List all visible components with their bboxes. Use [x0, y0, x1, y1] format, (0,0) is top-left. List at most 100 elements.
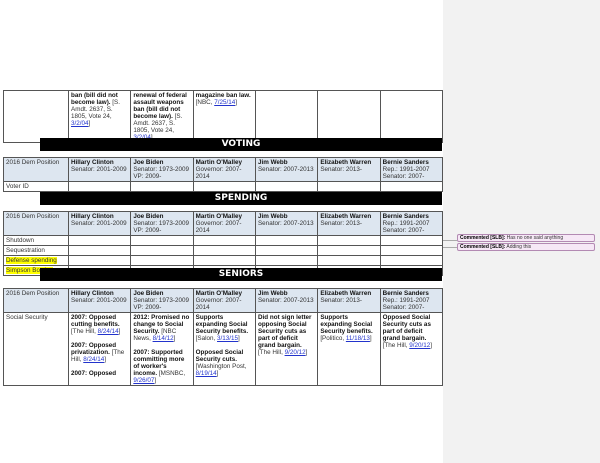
cell: [317, 90, 381, 143]
cell: Supports expanding Social Security benef…: [192, 312, 256, 386]
position-header: 2016 Dem Position: [3, 288, 69, 313]
entry: 2007: Opposed privatization. [The Hill, …: [71, 342, 125, 363]
seniors-table: 2016 Dem Position Hillary Clinton Senator:…: [3, 288, 444, 386]
cell: [130, 181, 194, 192]
spending-table: 2016 Dem Position Hillary Clinton Senator:…: [3, 211, 444, 276]
cell: [317, 255, 381, 266]
row-label: Shutdown: [3, 235, 69, 246]
candidate-header: Martin O'Malley Governor: 2007-2014: [192, 157, 256, 182]
cell: 2007: Opposed cutting benefits. [The Hil…: [67, 312, 132, 386]
cell: [254, 90, 319, 143]
cell: [379, 255, 444, 266]
section-seniors-heading: SENIORS: [40, 268, 442, 281]
entry: Opposed Social Security cuts. [Washingto…: [195, 349, 247, 377]
cell: [317, 181, 381, 192]
comment-1[interactable]: Commented [SLB]: Has no one said anythin…: [457, 234, 595, 242]
voting-table: 2016 Dem Position Hillary Clinton Senator:…: [3, 157, 444, 192]
row-label: Sequestration: [3, 245, 69, 256]
cell: Supports expanding Social Security benef…: [317, 312, 381, 386]
cell: [67, 255, 132, 266]
cell: [379, 235, 444, 246]
cell: [130, 245, 194, 256]
candidate-header: Elizabeth Warren Senator: 2013-: [317, 288, 381, 313]
candidate-header: Hillary Clinton Senator: 2001-2009: [67, 157, 132, 182]
candidate-header: Martin O'Malley Governor: 2007-2014: [192, 288, 256, 313]
candidate-header: Bernie Sanders Rep.: 1991-2007 Senator: 20…: [379, 288, 444, 313]
source-link[interactable]: 11/18/13: [345, 335, 370, 342]
candidate-header: Bernie Sanders Rep.: 1991-2007 Senator: 20…: [379, 211, 444, 236]
cell: Opposed Social Security cuts as part of …: [379, 312, 444, 386]
entry: ban (bill did not become law). [S. Amdt.…: [71, 92, 120, 127]
candidate-header: Martin O'Malley Governor: 2007-2014: [192, 211, 256, 236]
comment-connector: [443, 240, 457, 241]
candidate-header: Bernie Sanders Rep.: 1991-2007 Senator: 20…: [379, 157, 444, 182]
cell: [317, 235, 381, 246]
source-link[interactable]: 8/24/14: [83, 356, 105, 363]
cell: renewal of federal assault weapons ban (…: [130, 90, 194, 143]
position-header: 2016 Dem Position: [3, 157, 69, 182]
cell: [67, 235, 132, 246]
candidate-header: Jim Webb Senator: 2007-2013: [254, 288, 319, 313]
cell: [254, 235, 319, 246]
candidate-header: Joe Biden Senator: 1973-2009 VP: 2009-: [130, 211, 194, 236]
cell: [67, 245, 132, 256]
source-link[interactable]: 8/24/14: [97, 328, 119, 335]
comments-pane: [443, 0, 600, 463]
candidate-header: Hillary Clinton Senator: 2001-2009: [67, 288, 132, 313]
entry: Opposed Social Security cuts as part of …: [382, 314, 432, 349]
table-row: Defense spending: [3, 255, 444, 266]
candidate-header: Elizabeth Warren Senator: 2013-: [317, 157, 381, 182]
row-label: Defense spending: [3, 255, 69, 266]
source-link[interactable]: 3/2/04: [71, 120, 89, 127]
candidate-header: Hillary Clinton Senator: 2001-2009: [67, 211, 132, 236]
position-header: 2016 Dem Position: [3, 211, 69, 236]
entry: Supports expanding Social Security benef…: [195, 314, 249, 342]
comment-connector: [443, 247, 457, 248]
cell: [317, 245, 381, 256]
source-link[interactable]: 8/14/12: [152, 335, 174, 342]
cell: [254, 255, 319, 266]
header-row: 2016 Dem Position Hillary Clinton Senator:…: [3, 211, 444, 236]
section-spending-heading: SPENDING: [40, 192, 442, 205]
cell: ban (bill did not become law). [S. Amdt.…: [67, 90, 132, 143]
table-row: Voter ID: [3, 181, 444, 192]
source-link[interactable]: 9/20/12: [284, 349, 306, 356]
cell: [67, 181, 132, 192]
cell: [192, 235, 256, 246]
comment-2[interactable]: Commented [SLB]: Adding this: [457, 243, 595, 251]
entry: 2007: Opposed: [71, 370, 117, 377]
cell: [379, 245, 444, 256]
candidate-header: Joe Biden Senator: 1973-2009 VP: 2009-: [130, 157, 194, 182]
header-row: 2016 Dem Position Hillary Clinton Senator:…: [3, 157, 444, 182]
table-row: Shutdown: [3, 235, 444, 246]
cell: [192, 245, 256, 256]
entry: Did not sign letter opposing Social Secu…: [257, 314, 312, 356]
header-row: 2016 Dem Position Hillary Clinton Senator:…: [3, 288, 444, 313]
entry: magazine ban law. [NBC, 7/25/14]: [195, 92, 251, 106]
candidate-header: Elizabeth Warren Senator: 2013-: [317, 211, 381, 236]
source-link[interactable]: 9/20/12: [409, 342, 431, 349]
source-link[interactable]: 3/13/15: [217, 335, 239, 342]
cell: [379, 181, 444, 192]
entry: Supports expanding Social Security benef…: [320, 314, 373, 342]
entry: renewal of federal assault weapons ban (…: [133, 92, 190, 141]
cell: [192, 181, 256, 192]
cell: 2012: Promised no change to Social Secur…: [130, 312, 194, 386]
cell: [254, 181, 319, 192]
source-link[interactable]: 3/2/04: [133, 134, 151, 141]
source-link[interactable]: 7/25/14: [214, 99, 236, 106]
cell: magazine ban law. [NBC, 7/25/14]: [192, 90, 256, 143]
cell: [130, 235, 194, 246]
row-label: Voter ID: [3, 181, 69, 192]
source-link[interactable]: 9/26/07: [133, 377, 155, 384]
cell: [130, 255, 194, 266]
candidate-header: Jim Webb Senator: 2007-2013: [254, 157, 319, 182]
entry: 2007: Opposed cutting benefits. [The Hil…: [71, 314, 121, 335]
cell: [192, 255, 256, 266]
source-link[interactable]: 8/19/14: [195, 370, 217, 377]
table-row: Sequestration: [3, 245, 444, 256]
entry: 2007: Supported committing more of worke…: [133, 349, 186, 384]
section-voting-heading: VOTING: [40, 138, 442, 151]
top-table: ban (bill did not become law). [S. Amdt.…: [3, 90, 444, 143]
candidate-header: Jim Webb Senator: 2007-2013: [254, 211, 319, 236]
